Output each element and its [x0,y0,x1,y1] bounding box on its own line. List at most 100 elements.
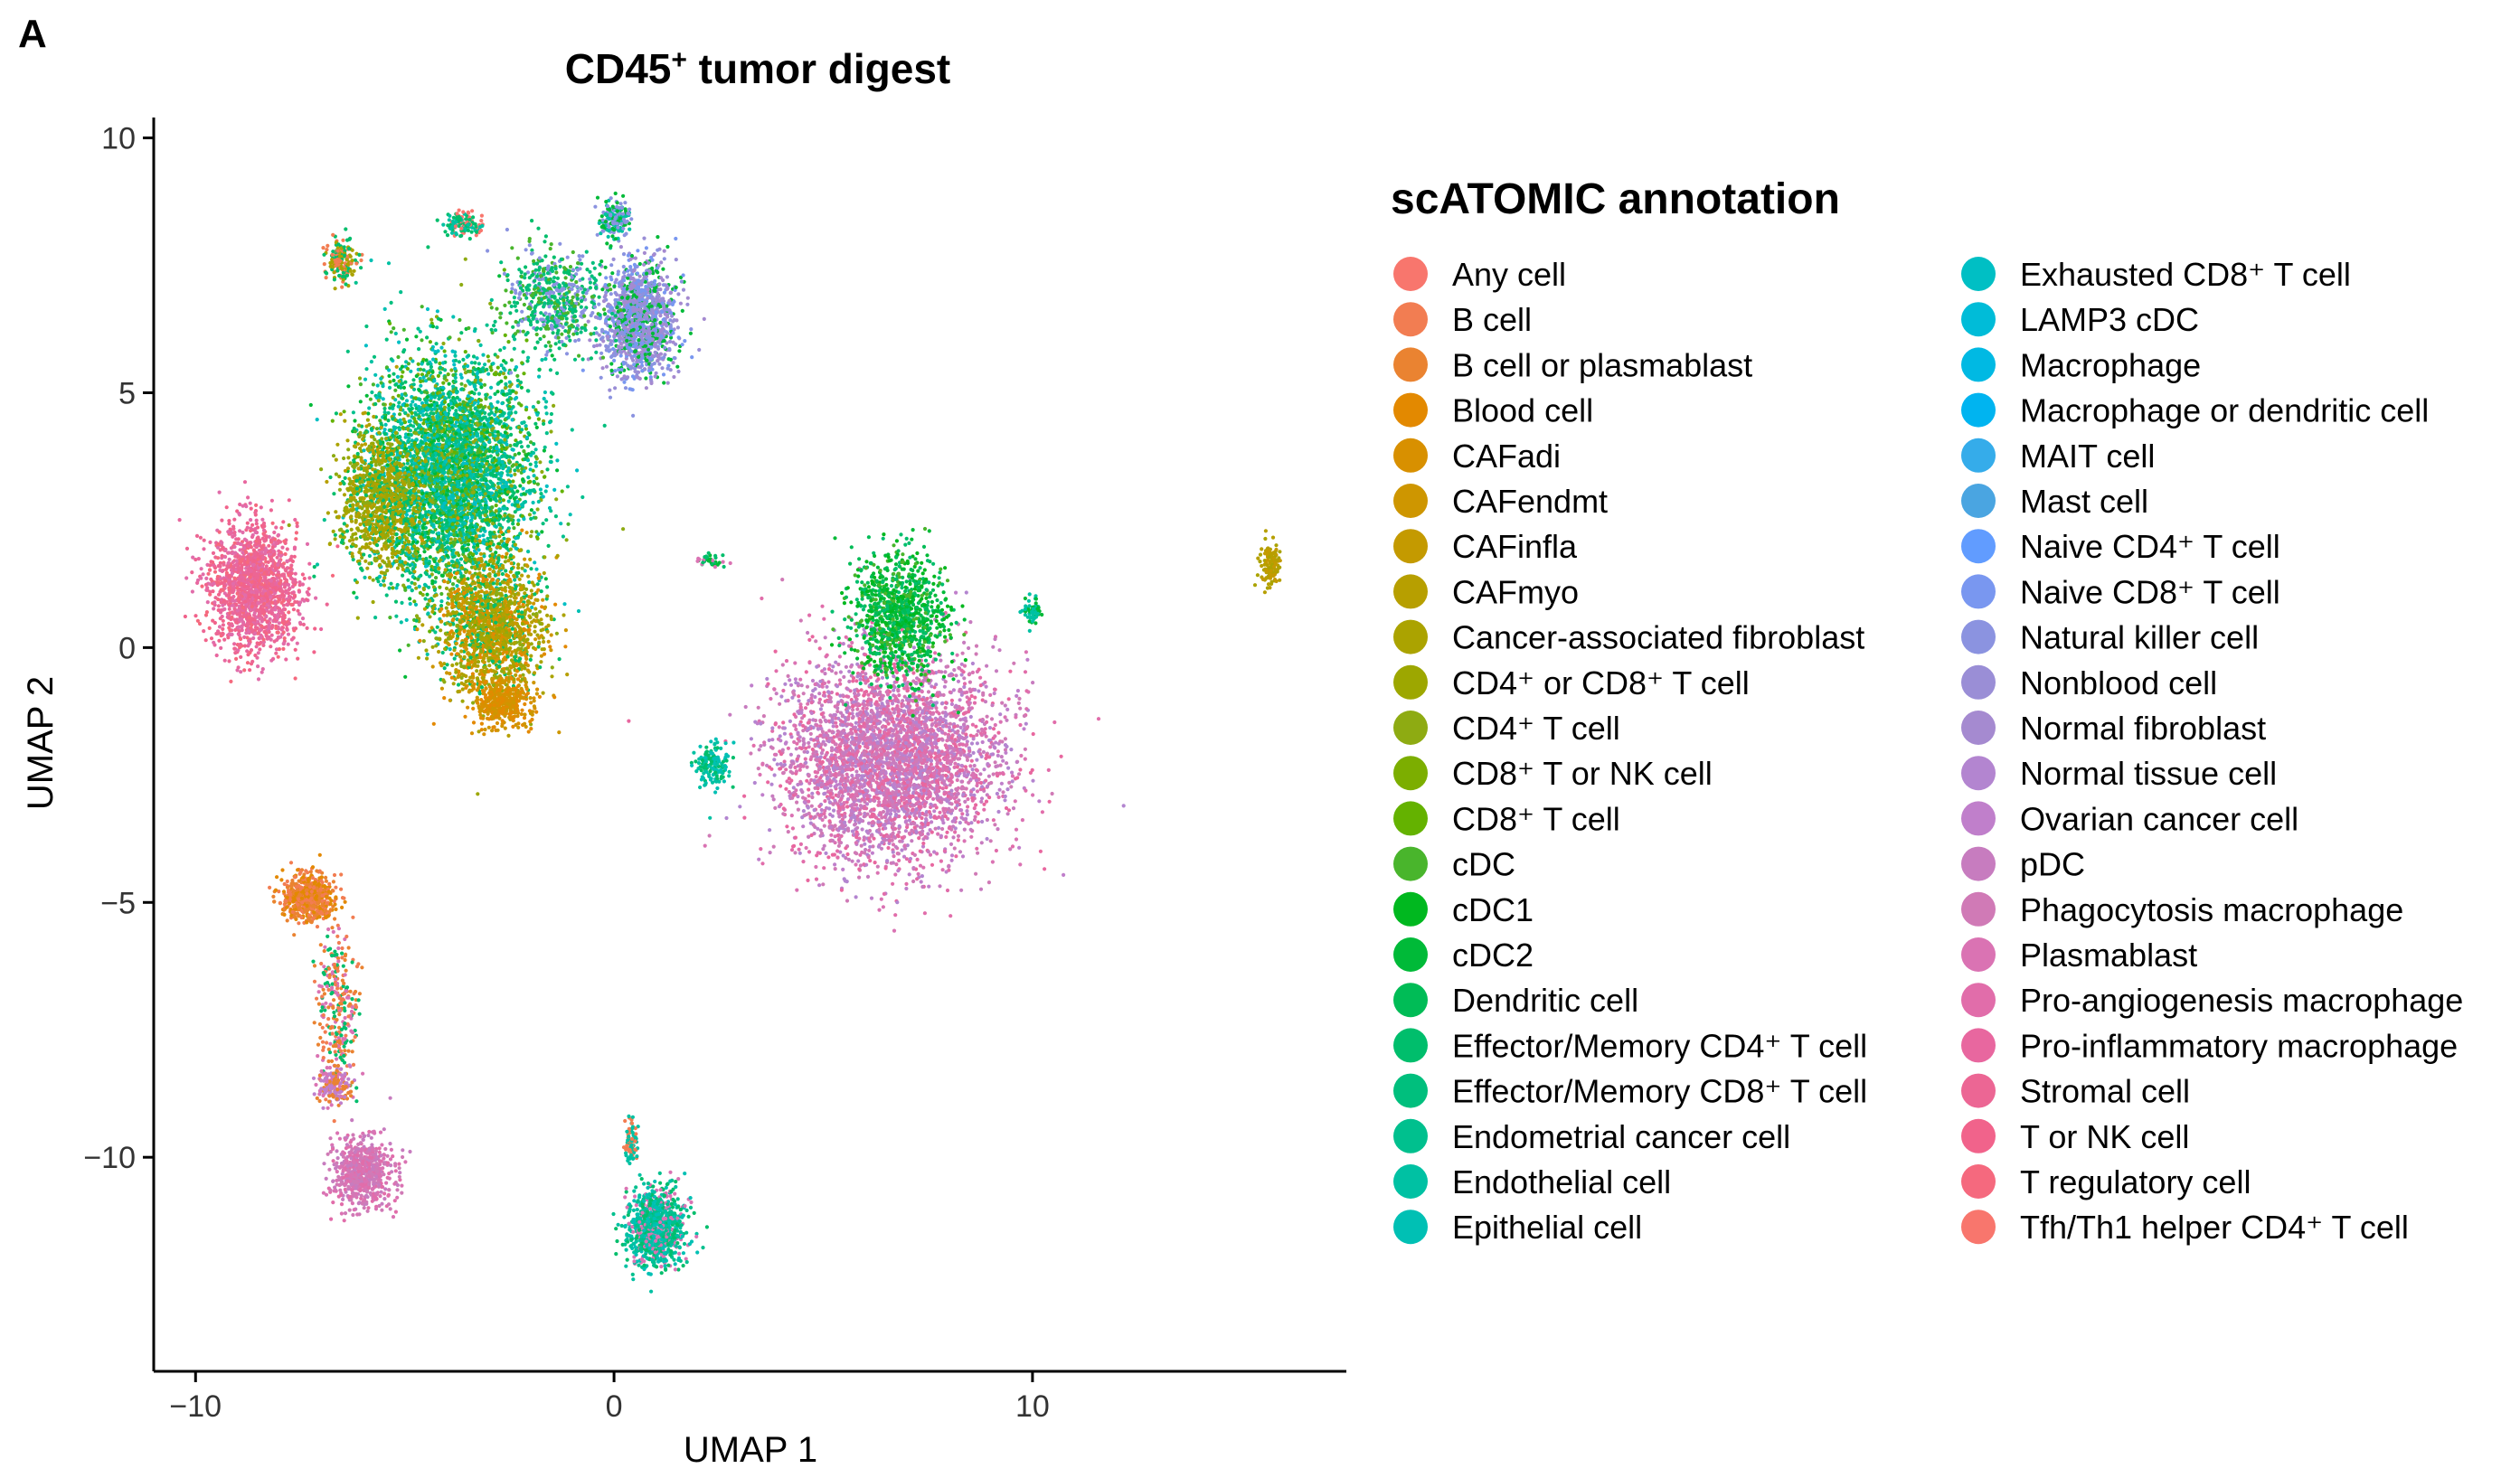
data-point [475,356,479,361]
data-point [407,419,411,424]
data-point [468,472,473,476]
data-point [401,402,405,408]
data-point [518,532,523,536]
data-point [548,459,552,464]
data-point [367,553,372,559]
data-point [468,519,473,523]
data-point [467,381,473,386]
data-point [458,317,462,323]
data-point [366,411,371,416]
data-point [510,447,514,452]
data-point [481,483,486,487]
data-point [487,439,492,444]
data-point [441,511,446,515]
data-point [485,468,489,473]
data-point [465,515,469,520]
data-point [540,469,544,475]
data-point [520,643,525,647]
data-point [474,534,478,539]
data-point [533,625,537,629]
data-point [451,475,456,480]
data-point [490,552,495,557]
data-point [463,466,467,471]
data-point [392,378,396,382]
data-point [560,489,564,494]
data-point [515,373,520,378]
data-point [491,362,496,366]
data-point [501,517,506,522]
data-point [382,416,388,420]
data-point [454,358,458,362]
data-point [426,245,430,249]
data-point [514,536,518,541]
data-point [508,443,513,448]
data-point [391,395,395,400]
data-point [541,522,545,526]
data-point [410,458,414,463]
data-point [430,374,435,379]
data-point [436,540,440,544]
data-point [460,528,465,532]
data-point [529,534,533,539]
data-point [501,366,506,371]
data-point [439,468,445,473]
data-point [431,524,436,529]
data-point [476,480,480,485]
data-point [545,613,550,617]
data-point [447,561,451,566]
data-point [406,427,411,431]
data-point [566,522,571,526]
data-point [442,666,447,671]
data-point [446,476,450,482]
data-point [531,405,536,410]
data-point [315,562,320,567]
data-point [535,482,541,486]
data-point [541,494,545,499]
data-point [520,466,524,471]
data-point [367,406,372,410]
data-point [505,442,509,447]
data-point [393,599,399,604]
data-point [529,453,533,457]
data-point [375,383,380,388]
data-point [502,544,506,549]
data-point [433,383,438,389]
data-point [463,503,468,507]
data-point [490,404,495,409]
data-point [478,512,483,516]
data-point [526,475,531,480]
data-point [414,465,419,469]
data-point [424,412,429,417]
data-point [521,477,525,482]
data-point [430,453,435,457]
data-point [544,411,549,416]
data-point [519,403,524,408]
data-point [516,425,522,429]
data-point [501,464,506,468]
data-point [451,548,456,552]
data-point [516,518,521,522]
data-point [533,447,538,452]
data-point [451,494,456,498]
data-point [434,400,439,406]
data-point [500,401,505,406]
data-point [550,353,554,358]
data-point [504,569,508,573]
data-point [453,467,458,472]
data-point [550,665,554,670]
data-point [501,372,506,376]
data-point [505,582,510,587]
data-point [510,494,514,498]
data-point [443,433,448,438]
data-point [515,378,520,382]
data-point [557,730,562,735]
data-point [431,428,436,433]
data-point [364,324,369,329]
data-point [387,385,392,390]
data-point [418,423,422,428]
data-point [404,337,410,342]
data-point [425,406,429,410]
data-point [549,455,553,459]
data-point [428,476,432,481]
data-point [435,325,439,330]
